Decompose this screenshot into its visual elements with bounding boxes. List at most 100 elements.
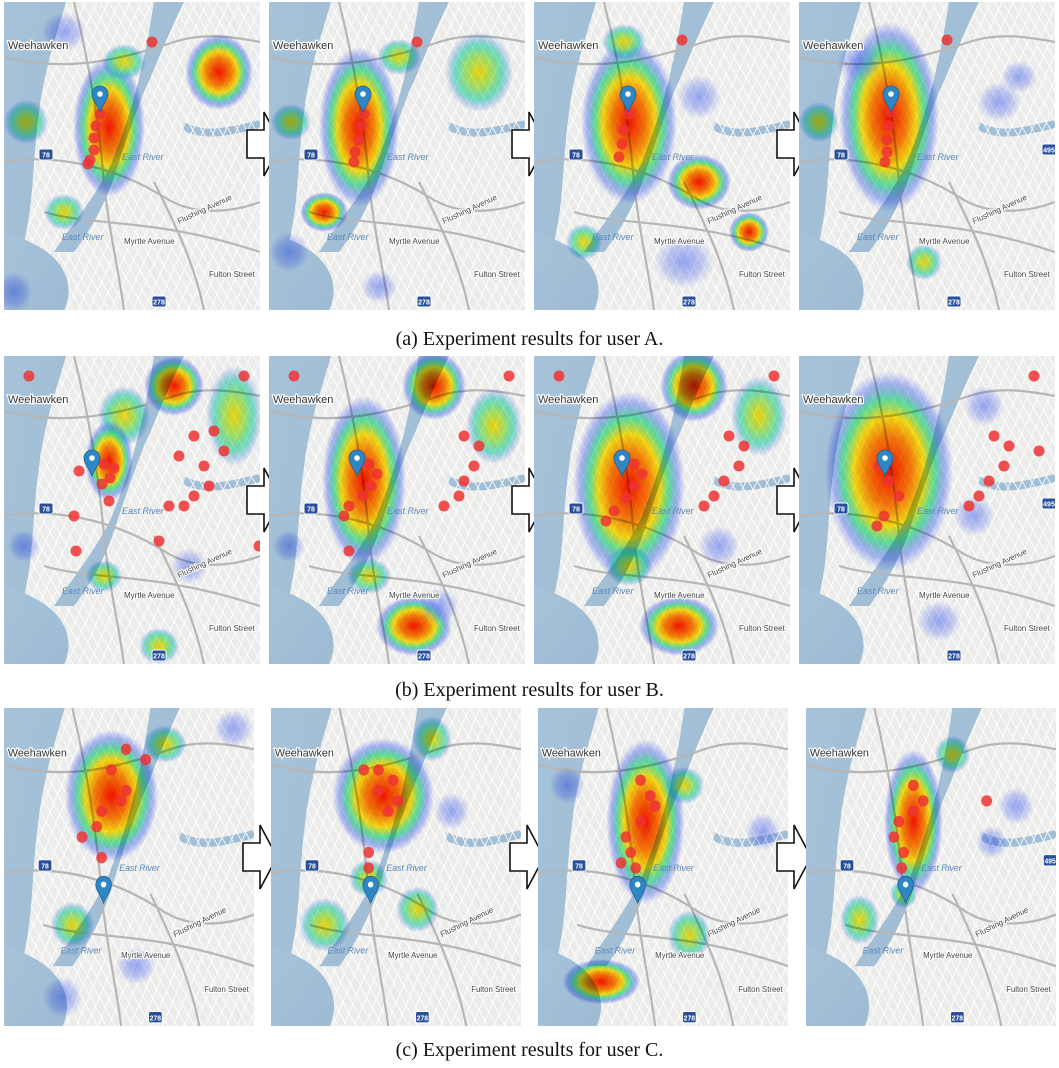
heat-blob — [412, 716, 452, 762]
route-278-shield-icon: 278 — [416, 649, 432, 662]
heat-blob — [185, 34, 253, 110]
street-label-fulton: Fulton Street — [209, 624, 256, 633]
check-in-point — [338, 510, 350, 522]
route-78-shield-icon: 78 — [833, 148, 849, 161]
map-panel: Weehawken East River East River Myrtle Aven… — [271, 708, 521, 1026]
heat-blob — [213, 710, 254, 748]
location-pin-icon — [876, 449, 894, 478]
check-in-point — [898, 846, 910, 859]
place-label-weehawken: Weehawken — [8, 394, 68, 406]
check-in-point — [106, 764, 117, 776]
check-in-point — [998, 460, 1010, 472]
heat-blob — [602, 24, 646, 60]
heat-layer — [799, 22, 1037, 280]
check-in-point — [458, 475, 470, 487]
check-in-point — [357, 490, 369, 502]
check-in-point — [253, 540, 260, 552]
street-label-myrtle: Myrtle Avenue — [124, 237, 175, 246]
check-in-point — [103, 495, 115, 507]
svg-text:78: 78 — [41, 863, 49, 870]
route-78-shield-icon: 78 — [304, 859, 320, 872]
place-label-east-river: East River — [122, 506, 165, 516]
svg-text:278: 278 — [952, 1015, 963, 1022]
check-in-points — [615, 774, 661, 874]
check-in-point — [120, 743, 132, 755]
check-in-point — [98, 458, 110, 470]
check-in-point — [363, 458, 375, 470]
check-in-points — [288, 370, 515, 557]
street-label-fulton: Fulton Street — [474, 624, 521, 633]
place-label-east-river: East River — [857, 232, 900, 242]
place-label-east-river: East River — [595, 946, 636, 956]
heat-blob — [998, 787, 1034, 825]
map-canvas: Weehawken East River East River Myrtle Aven… — [799, 2, 1055, 310]
heat-blob — [975, 825, 1008, 859]
map-canvas: Weehawken East River East River Myrtle Aven… — [534, 356, 790, 664]
svg-text:78: 78 — [837, 153, 845, 160]
check-in-point — [628, 480, 640, 492]
heat-blob — [144, 356, 204, 416]
place-label-east-river: East River — [653, 863, 694, 873]
check-in-point — [630, 862, 642, 874]
check-in-point — [173, 450, 185, 462]
location-pin-icon — [629, 875, 646, 905]
check-in-point — [676, 34, 688, 46]
place-label-weehawken: Weehawken — [538, 40, 598, 52]
heat-blob — [977, 82, 1021, 122]
check-in-point — [893, 815, 905, 828]
place-label-east-river: East River — [652, 506, 695, 516]
check-in-points — [553, 370, 780, 527]
check-in-point — [91, 821, 103, 833]
place-label-weehawken: Weehawken — [542, 747, 601, 759]
heat-layer — [840, 735, 1034, 945]
route-278-shield-icon: 278 — [682, 1011, 697, 1024]
street-label-fulton: Fulton Street — [1004, 270, 1051, 279]
check-in-point — [108, 462, 120, 474]
route-78-shield-icon: 78 — [37, 859, 53, 872]
route-278-shield-icon: 278 — [950, 1011, 965, 1024]
heat-blob — [964, 386, 1004, 426]
place-label-east-river: East River — [122, 152, 165, 162]
route-78-shield-icon: 78 — [303, 502, 319, 515]
check-in-points — [871, 370, 1045, 532]
place-label-east-river: East River — [863, 946, 904, 956]
check-in-point — [620, 492, 632, 504]
check-in-point — [198, 460, 210, 472]
map-canvas: Weehawken East River East River Myrtle Aven… — [806, 708, 1056, 1026]
street-label-myrtle: Myrtle Avenue — [124, 591, 175, 600]
heat-blob — [8, 530, 40, 562]
street-label-fulton: Fulton Street — [204, 985, 249, 994]
heat-blob — [667, 154, 731, 210]
check-in-points — [888, 779, 993, 874]
svg-text:278: 278 — [150, 1015, 161, 1022]
check-in-point — [458, 430, 470, 442]
heat-blob — [332, 737, 435, 854]
street-label-fulton: Fulton Street — [471, 985, 516, 994]
check-in-point — [871, 520, 883, 532]
heat-blob — [143, 725, 187, 763]
heat-blob — [347, 558, 391, 594]
heat-blob — [954, 496, 994, 536]
check-in-point — [733, 460, 745, 472]
arrow-right-icon — [242, 823, 278, 891]
heat-blob — [269, 232, 309, 272]
check-in-point — [608, 505, 620, 517]
map-canvas: Weehawken East River East River Myrtle Aven… — [4, 708, 254, 1026]
location-pin-icon — [83, 449, 101, 478]
route-495-shield-icon: 495 — [1041, 497, 1055, 510]
place-label-weehawken: Weehawken — [8, 40, 68, 52]
heat-blob — [549, 766, 585, 805]
check-in-point — [615, 857, 627, 869]
heat-blob — [731, 376, 787, 456]
svg-text:278: 278 — [684, 1015, 695, 1022]
heat-blob — [677, 75, 721, 119]
check-in-points — [613, 34, 688, 163]
check-in-point — [896, 862, 908, 874]
check-in-point — [881, 134, 893, 146]
map-panel: Weehawken East River East River Myrtle Aven… — [799, 356, 1055, 664]
street-label-myrtle: Myrtle Avenue — [923, 951, 973, 960]
svg-text:78: 78 — [837, 507, 845, 514]
street-label-fulton: Fulton Street — [474, 270, 521, 279]
place-label-east-river: East River — [328, 946, 369, 956]
svg-text:278: 278 — [683, 654, 695, 661]
